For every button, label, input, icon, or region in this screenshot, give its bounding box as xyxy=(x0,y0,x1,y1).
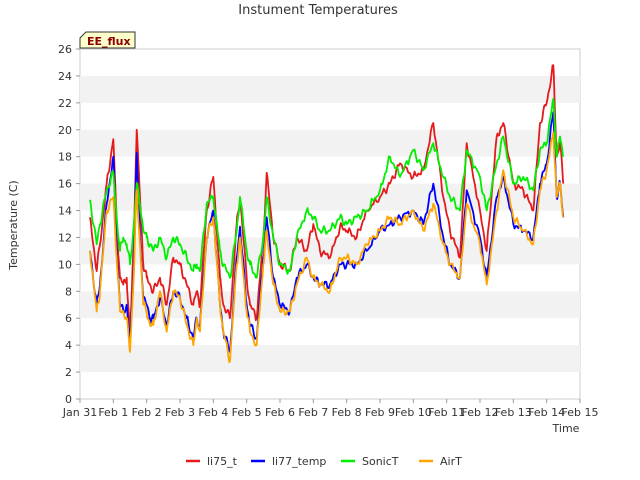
series-line-SonicT xyxy=(89,97,565,279)
legend-item-li75_t: li75_t xyxy=(186,455,238,468)
y-tick-label: 10 xyxy=(58,258,72,271)
y-tick-label: 2 xyxy=(65,366,72,379)
grid-band xyxy=(80,345,580,373)
legend-item-SonicT: SonicT xyxy=(341,455,399,468)
grid-band xyxy=(80,237,580,265)
y-tick-label: 26 xyxy=(58,43,72,56)
x-tick-label: Feb 3 xyxy=(165,406,195,419)
y-tick-label: 16 xyxy=(58,178,72,191)
x-tick-label: Feb 6 xyxy=(265,406,295,419)
legend-item-AirT: AirT xyxy=(419,455,462,468)
x-axis-label: Time xyxy=(552,422,580,435)
y-tick-label: 12 xyxy=(58,231,72,244)
x-tick-label: Feb 11 xyxy=(428,406,465,419)
x-tick-label: Feb 10 xyxy=(395,406,432,419)
x-tick-label: Feb 13 xyxy=(495,406,532,419)
legend-label: AirT xyxy=(440,455,462,468)
x-axis-ticks: Jan 31 Feb 1 Feb 2 Feb 3 Feb 4 Feb 5 Feb 6 Feb … xyxy=(62,399,599,419)
x-tick-label: Feb 5 xyxy=(232,406,262,419)
x-tick-label: Feb 4 xyxy=(198,406,228,419)
x-tick-label: Feb 1 xyxy=(98,406,128,419)
y-tick-label: 4 xyxy=(65,339,72,352)
y-tick-label: 22 xyxy=(58,97,72,110)
x-tick-label: Feb 9 xyxy=(365,406,395,419)
series-line-AirT xyxy=(89,131,565,364)
x-tick-label: Feb 14 xyxy=(528,406,565,419)
y-tick-label: 6 xyxy=(65,312,72,325)
plot-area xyxy=(79,48,581,400)
legend-label: li77_temp xyxy=(272,455,326,468)
grid-band xyxy=(80,75,580,103)
badge-label: EE_flux xyxy=(87,35,131,48)
x-tick-label: Feb 8 xyxy=(332,406,362,419)
grid-bands xyxy=(79,48,581,400)
x-tick-label: Feb 7 xyxy=(298,406,328,419)
x-tick-label: Feb 12 xyxy=(462,406,499,419)
y-tick-label: 24 xyxy=(58,70,72,83)
x-tick-label: Feb 2 xyxy=(132,406,162,419)
legend-label: li75_t xyxy=(207,455,238,468)
x-tick-label: Jan 31 xyxy=(62,406,97,419)
legend-label: SonicT xyxy=(362,455,399,468)
y-axis-label: Temperature (C) xyxy=(7,180,20,270)
legend-item-li77_temp: li77_temp xyxy=(251,455,326,468)
x-tick-label: Feb 15 xyxy=(562,406,599,419)
y-tick-label: 8 xyxy=(65,285,72,298)
ee-flux-badge: EE_flux xyxy=(79,31,136,49)
y-tick-label: 14 xyxy=(58,205,72,218)
chart-title: Instument Temperatures xyxy=(238,3,398,18)
series-lines xyxy=(89,64,565,364)
y-tick-label: 20 xyxy=(58,124,72,137)
legend: li75_t li77_temp SonicT AirT xyxy=(186,455,462,468)
y-tick-label: 18 xyxy=(58,151,72,164)
y-tick-label: 0 xyxy=(65,393,72,406)
